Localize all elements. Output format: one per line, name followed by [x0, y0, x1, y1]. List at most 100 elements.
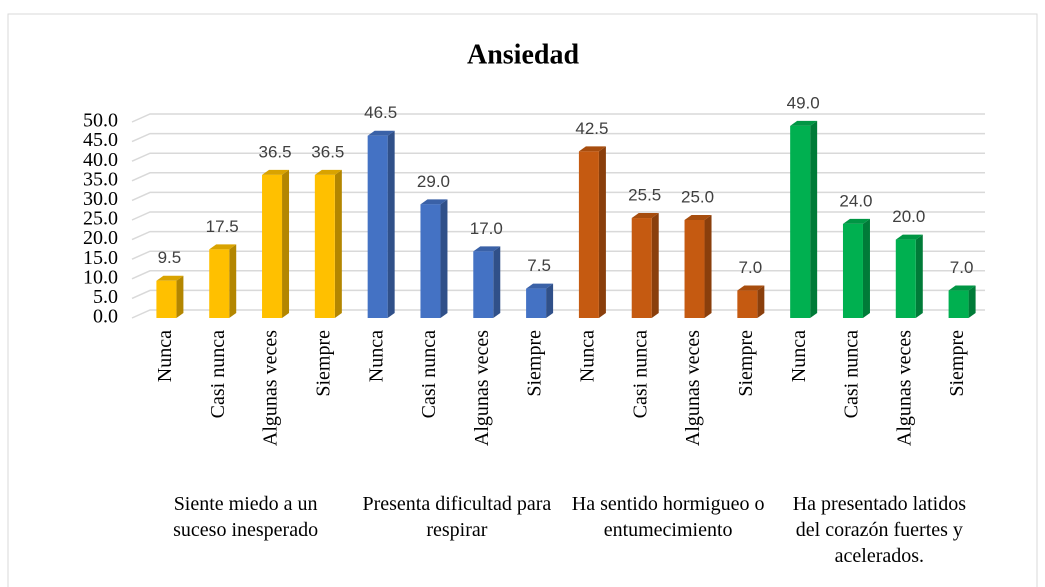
y-tick-label: 35.0	[83, 168, 118, 190]
bar	[842, 223, 863, 318]
x-tick-label: Algunas veces	[893, 330, 915, 446]
bar-top	[156, 275, 184, 281]
bar	[684, 220, 705, 318]
x-tick-label: Nunca	[577, 330, 599, 382]
bar-side	[282, 169, 290, 318]
grid-line	[131, 132, 985, 143]
value-label: 49.0	[787, 93, 820, 112]
bar	[367, 135, 388, 318]
x-tick-label: Nunca	[154, 330, 176, 382]
bar-top	[367, 130, 395, 136]
bar-side	[387, 130, 395, 318]
value-label: 17.0	[470, 219, 503, 238]
bar-side	[704, 215, 712, 318]
value-label: 9.5	[158, 248, 182, 267]
bar-top	[526, 283, 554, 289]
value-label: 46.5	[364, 103, 397, 122]
bar-side	[598, 146, 606, 318]
y-tick-label: 25.0	[83, 208, 118, 230]
bar	[314, 174, 335, 318]
x-tick-label: Casi nunca	[207, 330, 229, 418]
bar-top	[842, 218, 870, 224]
bar-top	[209, 244, 237, 250]
bar-side	[176, 275, 184, 318]
chart-title: Ansiedad	[467, 39, 579, 70]
bar	[156, 280, 177, 318]
value-label: 20.0	[892, 207, 925, 226]
bar-side	[862, 218, 870, 318]
y-tick-label: 40.0	[83, 149, 118, 171]
bar-top	[420, 199, 448, 205]
y-tick-label: 20.0	[83, 227, 118, 249]
bar-top	[948, 285, 976, 291]
bar-top	[737, 285, 765, 291]
y-tick-label: 10.0	[83, 266, 118, 288]
grid-line	[131, 113, 985, 123]
group-label: Ha presentado latidos del corazón fuerte…	[792, 493, 967, 567]
value-label: 25.0	[681, 187, 714, 206]
bar-side	[546, 283, 554, 318]
bar-side	[651, 213, 659, 318]
x-tick-label: Siempre	[312, 330, 334, 397]
bar-top	[631, 213, 659, 219]
bar-side	[810, 120, 818, 318]
y-tick-label: 45.0	[83, 129, 118, 151]
value-label: 42.5	[575, 119, 608, 138]
bar-side	[334, 169, 342, 318]
bar-top	[314, 169, 342, 175]
x-tick-label: Siempre	[524, 330, 546, 397]
group-label: Presenta dificultad para respirar	[362, 493, 552, 541]
x-tick-label: Siempre	[946, 330, 968, 397]
group-label: Ha sentido hormigueo o entumecimiento	[571, 493, 765, 541]
bar-top	[473, 246, 501, 252]
value-label: 7.5	[527, 256, 551, 275]
value-label: 36.5	[258, 142, 291, 161]
value-label: 29.0	[417, 172, 450, 191]
x-tick-label: Casi nunca	[629, 330, 651, 418]
grid-line	[131, 191, 985, 202]
bar-side	[440, 199, 448, 318]
bar-top	[262, 169, 290, 175]
y-tick-label: 30.0	[83, 188, 118, 210]
x-tick-label: Algunas veces	[682, 330, 704, 446]
x-tick-label: Casi nunca	[841, 330, 863, 418]
group-label: Siente miedo a un suceso inesperado	[173, 493, 319, 541]
value-label: 7.0	[739, 258, 763, 277]
bar	[526, 288, 547, 318]
y-tick-label: 5.0	[93, 286, 118, 308]
bar	[209, 249, 230, 318]
bar-side	[915, 234, 923, 318]
bar	[473, 251, 494, 318]
bar	[578, 151, 599, 318]
x-tick-label: Algunas veces	[471, 330, 493, 446]
value-label: 25.5	[628, 186, 661, 205]
value-label: 36.5	[311, 142, 344, 161]
bar-top	[578, 146, 606, 152]
x-tick-label: Casi nunca	[418, 330, 440, 418]
bar-side	[757, 285, 765, 318]
bar	[790, 125, 811, 318]
bar-top	[790, 120, 818, 126]
value-label: 24.0	[839, 191, 872, 210]
y-tick-label: 50.0	[83, 110, 118, 132]
x-tick-label: Siempre	[735, 330, 757, 397]
bar-side	[229, 244, 237, 318]
y-tick-label: 0.0	[93, 306, 118, 328]
x-tick-label: Algunas veces	[260, 330, 282, 446]
bar-top	[895, 234, 923, 240]
x-tick-label: Nunca	[365, 330, 387, 382]
value-label: 7.0	[950, 258, 974, 277]
grid-line	[131, 172, 985, 182]
grid-line	[131, 152, 985, 162]
grid-line	[131, 211, 985, 221]
x-tick-label: Nunca	[788, 330, 810, 382]
bar	[262, 174, 283, 318]
bar	[420, 204, 441, 318]
bar-side	[493, 246, 501, 318]
bar-side	[968, 285, 976, 318]
value-label: 17.5	[206, 217, 239, 236]
bar	[631, 218, 652, 318]
bar	[895, 239, 916, 318]
